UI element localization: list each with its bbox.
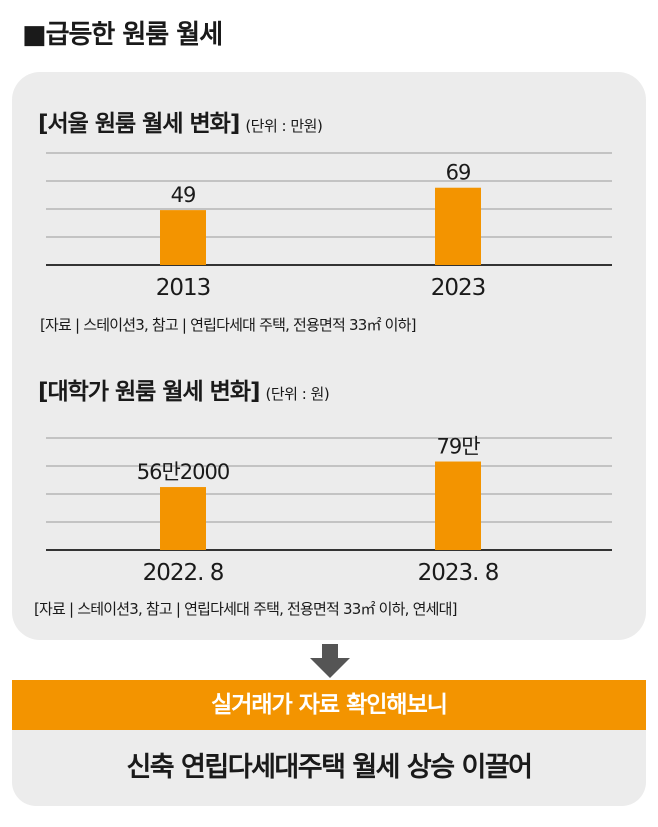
down-arrow-icon [310, 644, 350, 678]
chart2-tick-label-2: 2023. 8 [418, 560, 499, 586]
charts-panel [12, 72, 646, 640]
chart1-bar-chart: 49 2013 69 2023 [46, 152, 612, 301]
chart1-title: [서울 원룸 월세 변화] [38, 111, 240, 137]
chart1-bar-1 [160, 210, 206, 265]
chart1-tick-label-1: 2013 [156, 275, 211, 301]
chart1-unit: (단위 : 만원) [245, 117, 323, 135]
chart2-tick-label-1: 2022. 8 [143, 560, 224, 586]
chart2-unit: (단위 : 원) [265, 385, 330, 403]
banner: 실거래가 자료 확인해보니 [12, 680, 646, 730]
chart1-bar-2 [435, 187, 481, 265]
chart2-value-label-1: 56만2000 [137, 460, 230, 484]
chart2-title: [대학가 원룸 월세 변화] [38, 379, 260, 405]
chart2-value-label-2: 79만 [436, 435, 480, 459]
chart1-source: [자료 | 스테이션3, 참고 | 연립다세대 주택, 전용면적 33㎡ 이하] [40, 316, 417, 334]
chart1-title-row: [서울 원룸 월세 변화] (단위 : 만원) [38, 104, 323, 138]
chart2-bar-chart: 56만2000 2022. 8 79만 2023. 8 [46, 435, 612, 586]
page-title: ■급등한 원룸 월세 [22, 20, 223, 50]
chart2-source: [자료 | 스테이션3, 참고 | 연립다세대 주택, 전용면적 33㎡ 이하,… [34, 600, 457, 618]
conclusion-text: 신축 연립다세대주택 월세 상승 이끌어 [12, 730, 646, 806]
chart1-value-label-1: 49 [171, 183, 196, 207]
chart2-bar-2 [435, 461, 481, 550]
chart1-tick-label-2: 2023 [431, 275, 486, 301]
chart2-bar-1 [160, 487, 206, 550]
chart2-title-row: [대학가 원룸 월세 변화] (단위 : 원) [38, 372, 330, 406]
chart1-value-label-2: 69 [446, 161, 471, 185]
